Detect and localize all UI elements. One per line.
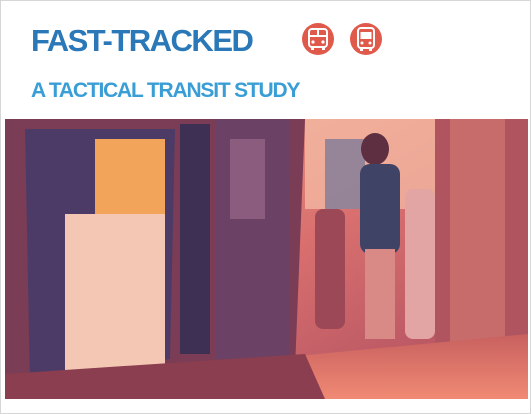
cover-photo [5, 119, 528, 399]
bus-icon [350, 23, 382, 55]
title: FAST-TRACKED [31, 23, 252, 59]
cover-page: FAST-TRACKED A TACTICAL TRANSIT STUDY [0, 0, 531, 414]
bus-icons [301, 21, 391, 57]
bus-icon [302, 23, 334, 55]
subtitle: A TACTICAL TRANSIT STUDY [31, 79, 299, 103]
